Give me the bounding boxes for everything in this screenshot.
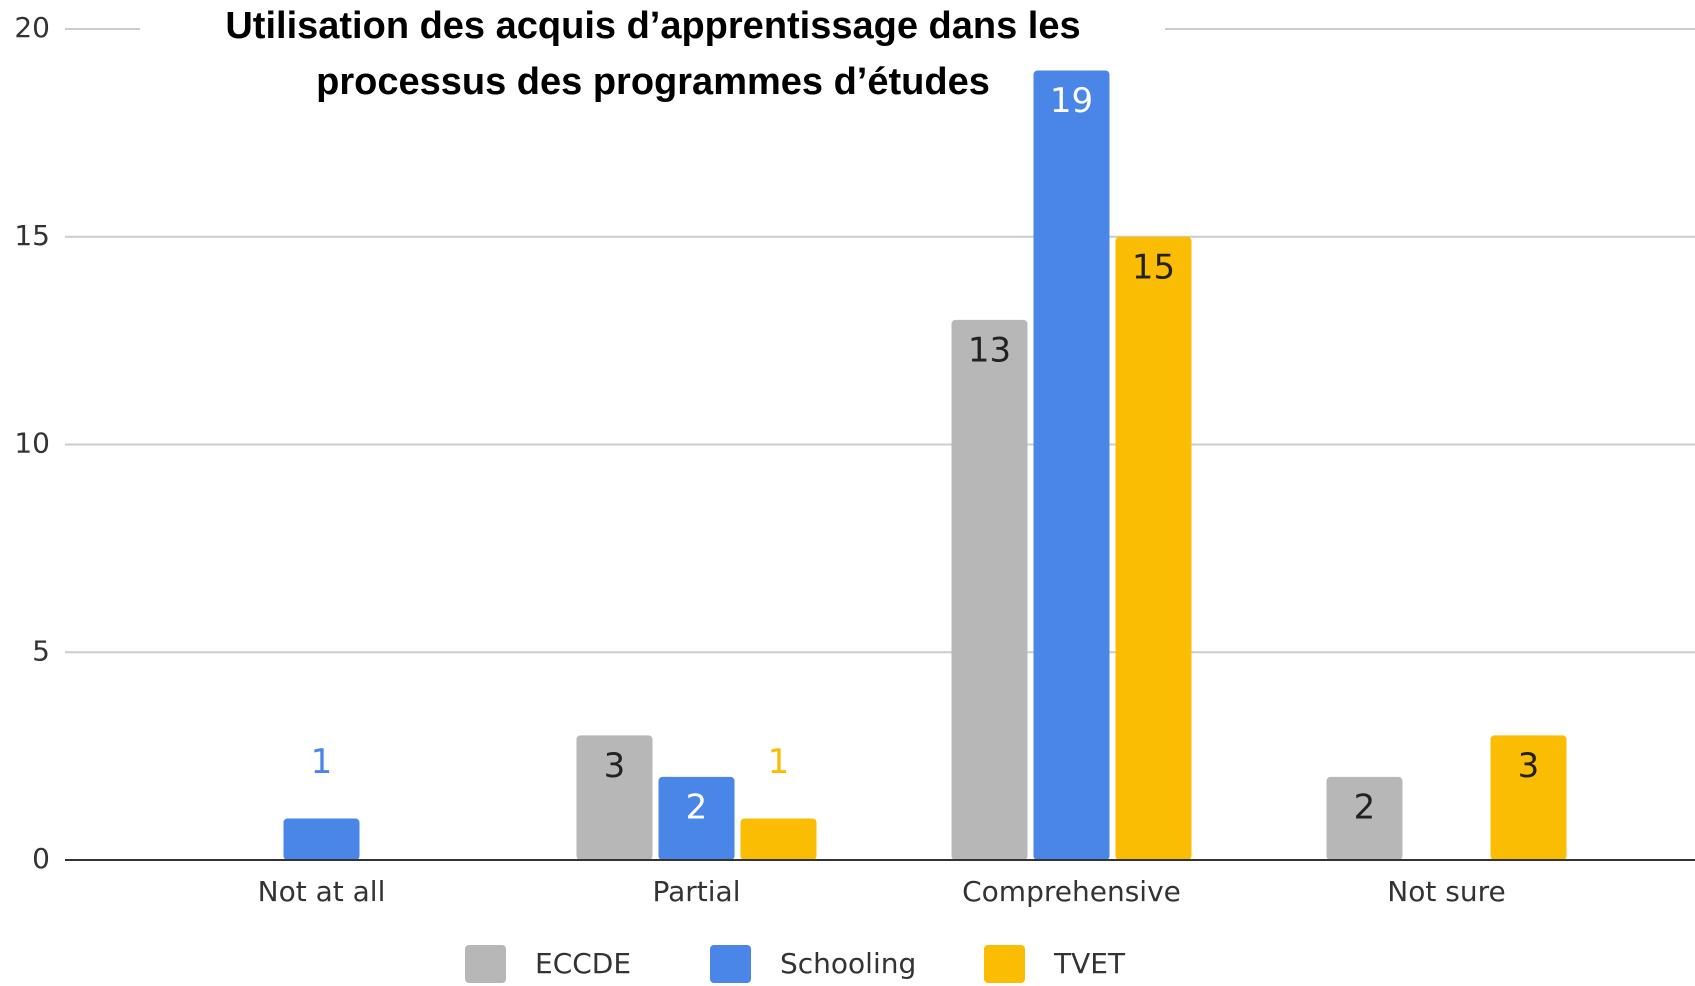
legend-swatch bbox=[984, 945, 1025, 983]
bar bbox=[1326, 776, 1403, 860]
bar bbox=[1033, 70, 1110, 861]
title-backdrop bbox=[140, 0, 1165, 110]
value-label: 3 bbox=[1518, 746, 1540, 786]
y-tick-label: 20 bbox=[14, 11, 50, 44]
chart-title: Utilisation des acquis d’apprentissage d… bbox=[225, 5, 1080, 47]
legend-swatch bbox=[710, 945, 751, 983]
x-tick-label: Not at all bbox=[258, 875, 386, 908]
value-label: 1 bbox=[768, 742, 790, 782]
bar bbox=[740, 818, 817, 860]
bar bbox=[283, 818, 360, 860]
x-tick-label: Not sure bbox=[1387, 875, 1505, 908]
chart-title: processus des programmes d’études bbox=[316, 61, 990, 103]
bar bbox=[1115, 236, 1192, 860]
value-label: 3 bbox=[604, 746, 626, 786]
legend-label: Schooling bbox=[780, 947, 916, 980]
legend-swatch bbox=[465, 945, 506, 983]
y-tick-label: 10 bbox=[14, 427, 50, 460]
value-label: 19 bbox=[1050, 81, 1093, 121]
bar bbox=[1490, 735, 1567, 860]
value-label: 2 bbox=[1354, 787, 1376, 827]
bar bbox=[658, 776, 735, 860]
value-label: 15 bbox=[1132, 247, 1175, 287]
bar bbox=[951, 319, 1028, 861]
legend-label: ECCDE bbox=[535, 947, 631, 980]
y-tick-label: 15 bbox=[14, 219, 50, 252]
legend-label: TVET bbox=[1053, 947, 1126, 980]
value-label: 13 bbox=[968, 330, 1011, 370]
bar bbox=[576, 735, 653, 860]
value-label: 2 bbox=[686, 787, 708, 827]
value-label: 1 bbox=[311, 742, 333, 782]
x-tick-label: Comprehensive bbox=[962, 875, 1181, 908]
y-tick-label: 5 bbox=[32, 634, 50, 667]
y-tick-label: 0 bbox=[32, 842, 50, 875]
x-tick-label: Partial bbox=[653, 875, 741, 908]
